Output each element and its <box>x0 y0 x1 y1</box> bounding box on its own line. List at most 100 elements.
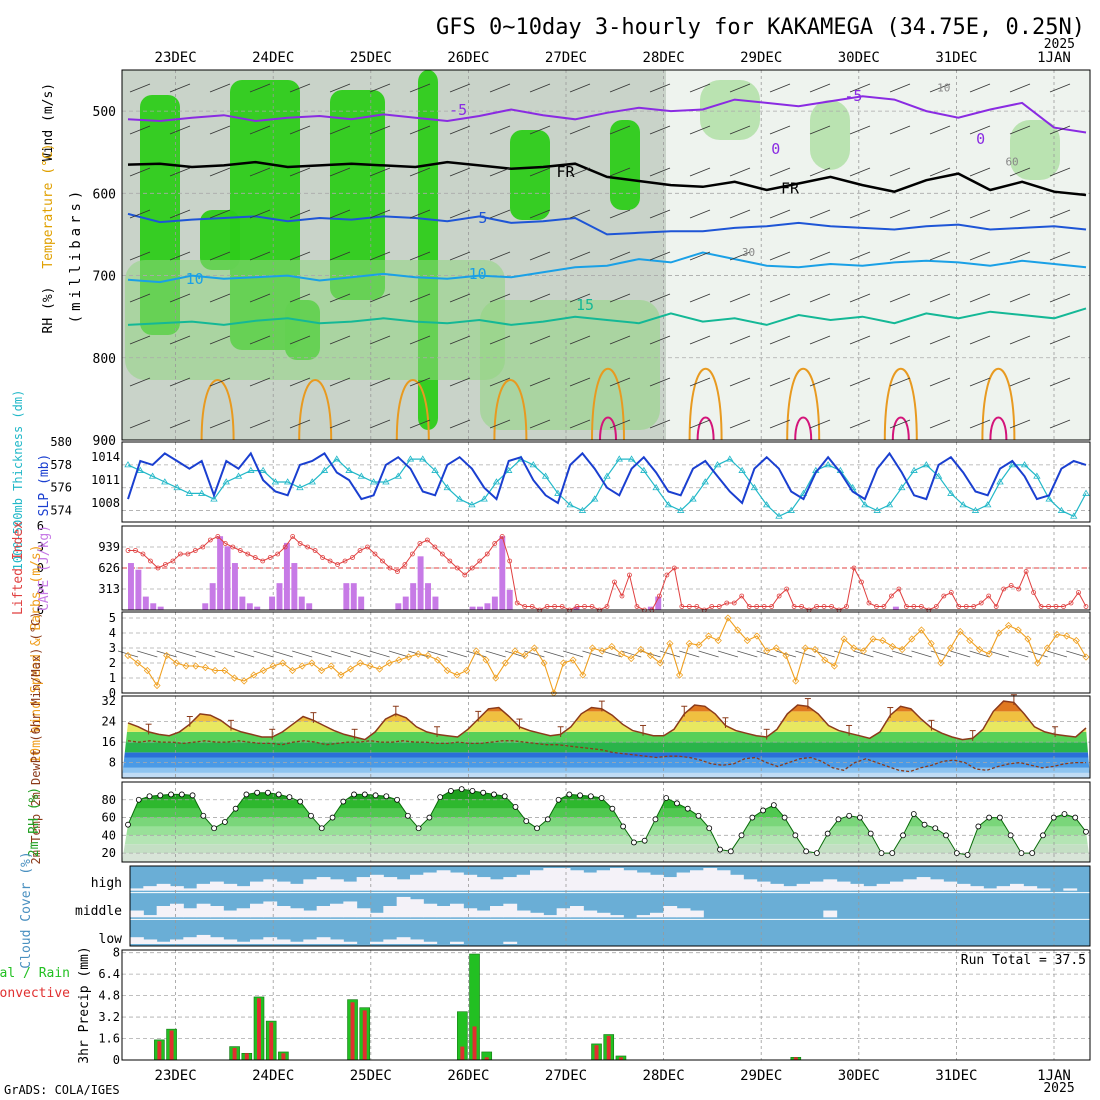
upper-wind-barb <box>209 377 231 387</box>
date-label: 27DEC <box>545 1068 587 1084</box>
upper-wind-barb <box>129 335 151 345</box>
cloud-fraction-cell <box>343 941 358 944</box>
cloud-fraction-cell <box>343 881 358 891</box>
cloud-fraction-cell <box>130 888 144 891</box>
thickness-marker <box>689 495 697 502</box>
surface-wind-barb <box>253 650 274 658</box>
upper-wind-barb <box>249 209 271 219</box>
rh-marker <box>404 812 411 819</box>
upper-wind-barb <box>809 209 831 219</box>
cloud-fraction-cell <box>876 883 891 891</box>
rh-2m-panel: 20 40 60 80 <box>102 781 1091 863</box>
upper-wind-barb <box>369 377 391 387</box>
cape-bar <box>269 596 276 610</box>
upper-wind-barb <box>609 335 631 345</box>
cloud-fraction-cell <box>316 937 331 944</box>
wind-tick: 3 <box>109 641 116 655</box>
lifted-marker <box>679 604 685 609</box>
rh-marker <box>878 850 885 857</box>
surface-wind-barb <box>892 650 913 658</box>
cloud-fraction-cell <box>383 877 398 891</box>
precip-convective-bar <box>594 1045 599 1060</box>
slp-line <box>127 451 1087 505</box>
surface-wind-barb <box>872 650 893 658</box>
upper-wind-barb <box>969 251 991 261</box>
upper-wind-barb <box>649 251 671 261</box>
rh-marker <box>480 789 487 796</box>
rh-marker <box>394 796 401 803</box>
cloud-fraction-cell <box>676 872 691 891</box>
date-label: 1JAN <box>1037 1068 1071 1084</box>
cloud-fraction-cell <box>703 868 718 891</box>
thickness-marker <box>603 472 611 479</box>
thickness-marker <box>406 455 415 462</box>
precip-convective-bar <box>157 1041 162 1060</box>
run-total-label: Run Total = 37.5 <box>961 953 1086 968</box>
upper-wind-barb <box>569 125 591 135</box>
thickness-marker <box>947 489 955 496</box>
cloud-fraction-cell <box>796 883 811 891</box>
wind-marker <box>937 659 945 667</box>
rh-light-blob <box>810 100 850 170</box>
warm-contour <box>493 379 528 441</box>
lifted-marker <box>791 604 797 609</box>
upper-wind-barb <box>809 167 831 177</box>
lifted-marker <box>1068 600 1074 606</box>
cloud-fraction-cell <box>1010 883 1024 891</box>
surface-wind-barb <box>717 650 739 658</box>
lifted-marker <box>851 565 857 571</box>
lifted-marker <box>859 579 864 585</box>
upper-wind-barb <box>489 209 511 219</box>
wind-marker <box>637 645 645 654</box>
rh-marker <box>727 848 734 855</box>
surface-wind-barb <box>292 650 313 658</box>
upper-wind-barb <box>849 251 871 261</box>
rh-marker <box>125 821 131 828</box>
cape-bar <box>410 583 417 610</box>
slp-thickness-frame <box>121 441 1091 523</box>
pressure-tick: 800 <box>93 352 116 367</box>
cloud-fraction-cell <box>636 915 651 918</box>
cloud-fraction-cell <box>170 903 184 918</box>
cloud-fraction-cell <box>650 912 664 918</box>
cloud-fraction-cell <box>730 874 744 891</box>
cape-bar <box>358 596 365 610</box>
plus15-isotherm <box>127 307 1087 326</box>
temp-tick: 32 <box>102 694 116 708</box>
rh-band <box>122 835 1090 845</box>
wind-marker <box>172 659 180 667</box>
upper-wind-barb <box>609 419 631 429</box>
cloud-fraction-cell <box>210 881 224 891</box>
cloud-fraction-cell <box>1036 888 1051 891</box>
upper-wind-barb <box>769 209 791 219</box>
upper-wind-barb <box>209 209 231 219</box>
cloud-fraction-cell <box>143 915 158 918</box>
upper-wind-barb <box>729 419 751 429</box>
thickness-marker <box>824 461 832 468</box>
upper-wind-barb <box>649 83 671 93</box>
cape-bar <box>306 603 313 610</box>
rh-marker <box>1040 832 1046 839</box>
thickness-marker <box>271 478 280 485</box>
lifted-marker <box>237 548 243 553</box>
wind-marker <box>801 644 809 652</box>
surface-wind-barb <box>659 650 680 658</box>
upper-wind-barb <box>449 167 471 177</box>
cloud-fraction-cell <box>396 937 411 944</box>
thickness-marker <box>591 495 599 502</box>
upper-wind-barb <box>529 377 551 387</box>
lifted-marker <box>933 604 939 609</box>
upper-wind-barb <box>609 293 631 303</box>
wind-marker <box>288 666 297 675</box>
cloud-fraction-cell <box>543 868 558 891</box>
lifted-marker <box>559 604 565 609</box>
rh-marker <box>1072 814 1079 821</box>
thickness-marker <box>369 478 378 485</box>
lifted-marker <box>716 604 722 609</box>
lifted-marker <box>844 604 849 609</box>
thickness-marker <box>345 466 353 473</box>
lifted-marker <box>829 604 834 609</box>
wind-marker <box>908 635 916 643</box>
cloud-fraction-cell <box>970 886 984 891</box>
precip-tick: 1.6 <box>98 1032 120 1046</box>
